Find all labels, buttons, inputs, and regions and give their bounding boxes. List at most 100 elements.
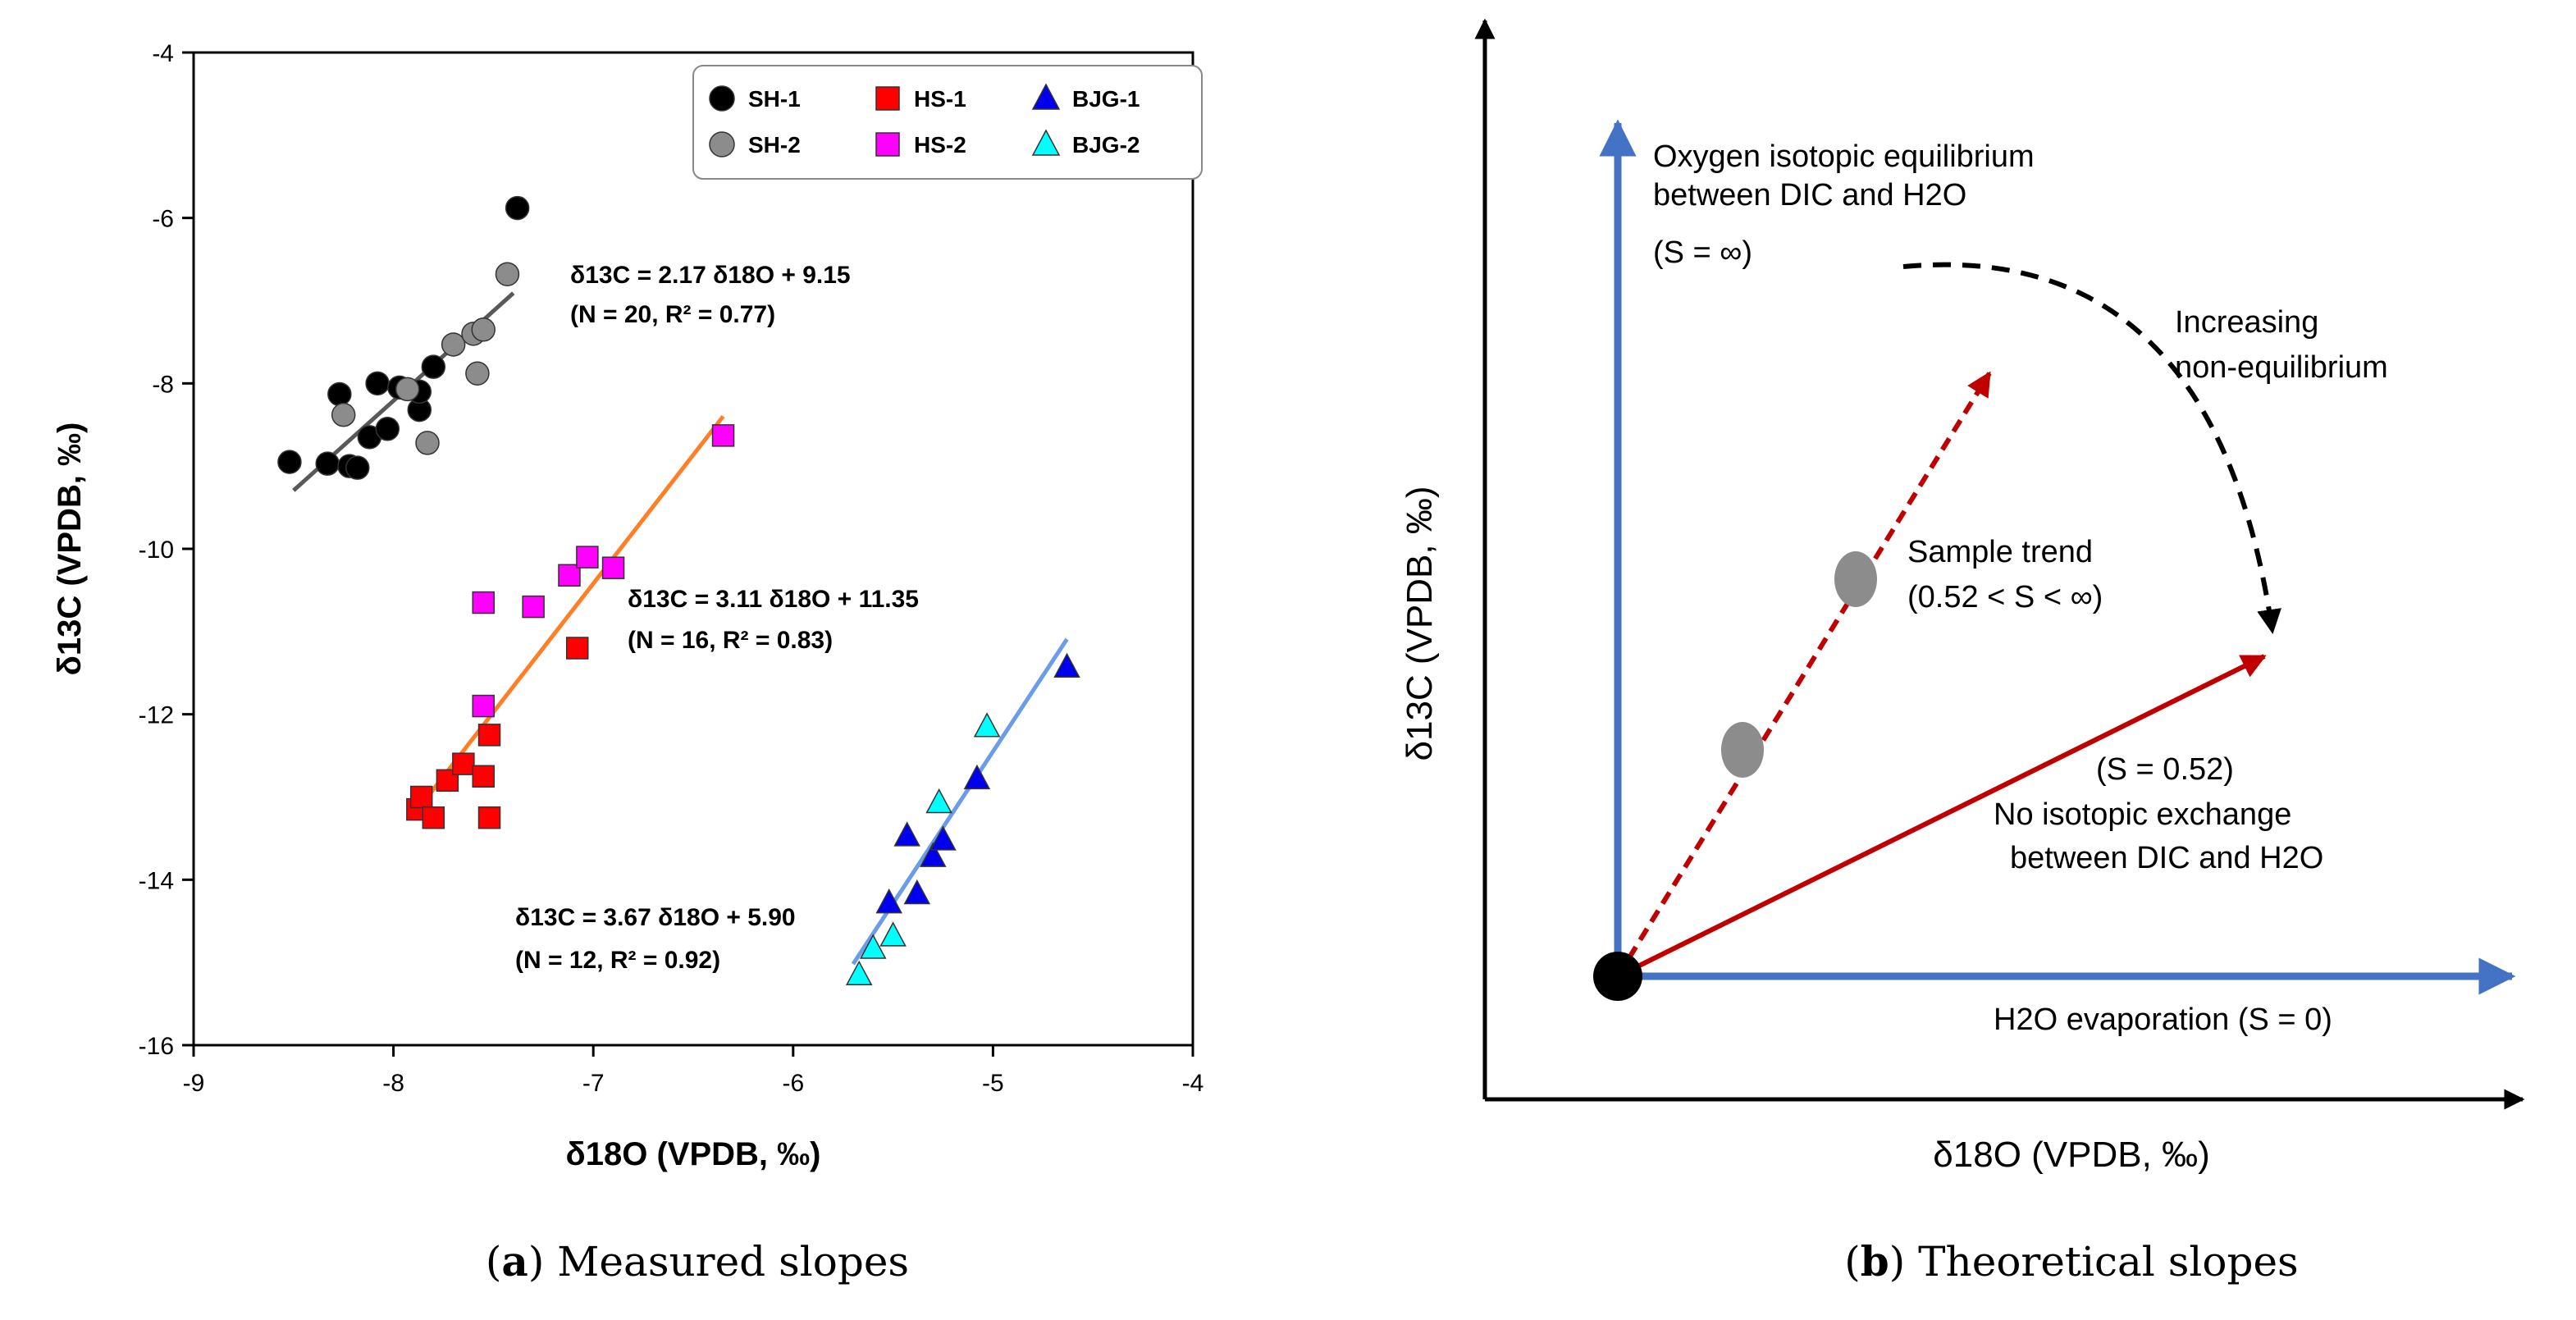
non-equilibrium-curve xyxy=(1902,262,2281,634)
caption-a-letter: a xyxy=(501,1237,528,1286)
increasing-label-1: Increasing xyxy=(2175,305,2318,340)
data-point-hs-2 xyxy=(472,591,495,614)
data-point-sh-2 xyxy=(415,431,440,455)
legend-marker-hs-2 xyxy=(875,132,900,157)
sample-trend-arrow xyxy=(1615,371,1992,978)
panel-a: -9 -8 -7 -6 -5 -4 -4 -6 -8 -10 -12 -14 -16 δ13C = 2.… xyxy=(52,40,1204,1172)
data-point-sh-2 xyxy=(395,377,420,402)
data-point-bjg-1 xyxy=(875,888,902,914)
data-point-bjg-2 xyxy=(973,712,1001,738)
data-point-sh-1 xyxy=(277,450,302,474)
data-point-hs-2 xyxy=(601,556,625,579)
caption-a: (a) Measured slopes xyxy=(486,1237,909,1286)
x-tick-label: -5 xyxy=(982,1070,1004,1097)
y-tick-label: -14 xyxy=(139,867,174,894)
data-point-bjg-1 xyxy=(963,764,991,790)
eq-bjg-line2: (N = 12, R² = 0.92) xyxy=(515,947,720,974)
data-point-bjg-2 xyxy=(879,921,907,947)
data-point-sh-1 xyxy=(505,195,530,221)
no-exchange-label-2: No isotopic exchange xyxy=(1994,797,2291,832)
legend-marker-bjg-2 xyxy=(1031,129,1061,156)
evaporation-label: H2O evaporation (S = 0) xyxy=(1994,1003,2332,1037)
x-tick-label: -7 xyxy=(582,1070,605,1097)
x-tick-label: -4 xyxy=(1182,1070,1204,1097)
data-point-hs-2 xyxy=(472,694,495,718)
plot-area-a xyxy=(192,51,1194,1047)
data-point-bjg-2 xyxy=(859,934,887,959)
y-axis-label-b: δ13C (VPDB, ‰) xyxy=(1400,486,1440,760)
y-tick-label: -16 xyxy=(139,1033,174,1060)
sample-point-upper xyxy=(1834,551,1877,607)
x-tick-label: -8 xyxy=(382,1070,404,1097)
data-point-sh-2 xyxy=(495,262,520,286)
y-tick-label: -10 xyxy=(139,537,174,564)
y-axis-label-a: δ13C (VPDB, ‰) xyxy=(52,422,88,676)
legend-label-hs-2: HS-2 xyxy=(914,132,966,158)
regression-line xyxy=(851,637,1069,966)
caption-a-text: Measured slopes xyxy=(544,1238,909,1286)
legend-label-sh-2: SH-2 xyxy=(748,132,801,158)
data-point-hs-1 xyxy=(565,637,589,660)
data-point-bjg-1 xyxy=(903,879,931,905)
x-axis-label-b: δ18O (VPDB, ‰) xyxy=(1933,1135,2209,1175)
y-tick-label: -8 xyxy=(152,371,174,398)
caption-b: (b) Theoretical slopes xyxy=(1844,1237,2298,1286)
y-tick-label: -12 xyxy=(139,702,174,729)
legend-label-bjg-2: BJG-2 xyxy=(1072,132,1140,158)
data-point-hs-2 xyxy=(711,424,735,447)
data-point-hs-2 xyxy=(522,595,545,619)
legend-marker-sh-1 xyxy=(709,85,735,112)
data-point-bjg-1 xyxy=(893,821,920,847)
equilibrium-label-2: between DIC and H2O xyxy=(1653,178,1966,212)
no-exchange-arrow xyxy=(1616,654,2267,979)
data-point-sh-1 xyxy=(365,371,390,396)
data-point-hs-1 xyxy=(422,806,445,829)
data-point-hs-1 xyxy=(409,785,433,809)
y-tick-label: -4 xyxy=(152,40,174,67)
data-point-sh-2 xyxy=(471,317,496,342)
axis-ticks-a: -9 -8 -7 -6 -5 -4 -4 -6 -8 -10 -12 -14 -16 xyxy=(139,40,1204,1097)
data-point-hs-1 xyxy=(477,806,501,829)
sample-trend-label-2: (0.52 < S < ∞) xyxy=(1907,580,2103,614)
x-tick-label: -6 xyxy=(782,1070,804,1097)
x-tick-label: -9 xyxy=(183,1070,205,1097)
legend-label-bjg-1: BJG-1 xyxy=(1072,86,1140,112)
data-point-sh-1 xyxy=(315,451,340,476)
equilibrium-label-3: (S = ∞) xyxy=(1653,235,1752,270)
data-point-sh-2 xyxy=(441,332,466,357)
data-point-bjg-2 xyxy=(925,788,952,814)
origin-point xyxy=(1593,952,1642,1001)
increasing-label-2: non-equilibrium xyxy=(2175,350,2388,385)
legend-label-hs-1: HS-1 xyxy=(914,86,966,112)
eq-sh-line2: (N = 20, R² = 0.77) xyxy=(570,301,775,328)
eq-bjg: δ13C = 3.67 δ18O + 5.90 (N = 12, R² = 0.… xyxy=(515,904,796,974)
data-point-bjg-1 xyxy=(920,842,947,867)
data-point-sh-2 xyxy=(331,402,356,427)
data-point-hs-2 xyxy=(576,546,599,569)
sample-point-lower xyxy=(1721,722,1764,778)
eq-hs: δ13C = 3.11 δ18O + 11.35 (N = 16, R² = 0… xyxy=(628,586,919,654)
data-points xyxy=(277,195,1080,986)
legend-marker-hs-1 xyxy=(875,86,900,111)
no-exchange-label-1: (S = 0.52) xyxy=(2096,752,2234,787)
data-point-hs-1 xyxy=(452,752,475,775)
data-point-sh-1 xyxy=(345,455,370,480)
data-point-hs-1 xyxy=(477,724,501,747)
legend-box xyxy=(692,65,1203,180)
caption-b-letter: b xyxy=(1861,1237,1889,1286)
data-point-hs-1 xyxy=(472,765,495,788)
x-axis-label-a: δ18O (VPDB, ‰) xyxy=(566,1136,821,1172)
panel-b: Oxygen isotopic equilibrium between DIC … xyxy=(1400,18,2525,1175)
data-point-bjg-1 xyxy=(1053,652,1080,678)
legend: SH-1 SH-2 HS-1 HS-2 BJG-1 BJG-2 xyxy=(692,65,1203,180)
eq-sh-line1: δ13C = 2.17 δ18O + 9.15 xyxy=(570,262,851,289)
eq-sh: δ13C = 2.17 δ18O + 9.15 (N = 20, R² = 0.… xyxy=(570,262,851,328)
data-point-sh-1 xyxy=(421,354,446,379)
data-point-sh-1 xyxy=(375,417,400,441)
data-point-sh-2 xyxy=(465,361,490,386)
legend-marker-sh-2 xyxy=(709,131,735,158)
equilibrium-label-1: Oxygen isotopic equilibrium xyxy=(1653,139,2035,174)
no-exchange-label-3: between DIC and H2O xyxy=(2010,841,2323,875)
regression-line xyxy=(411,414,725,817)
